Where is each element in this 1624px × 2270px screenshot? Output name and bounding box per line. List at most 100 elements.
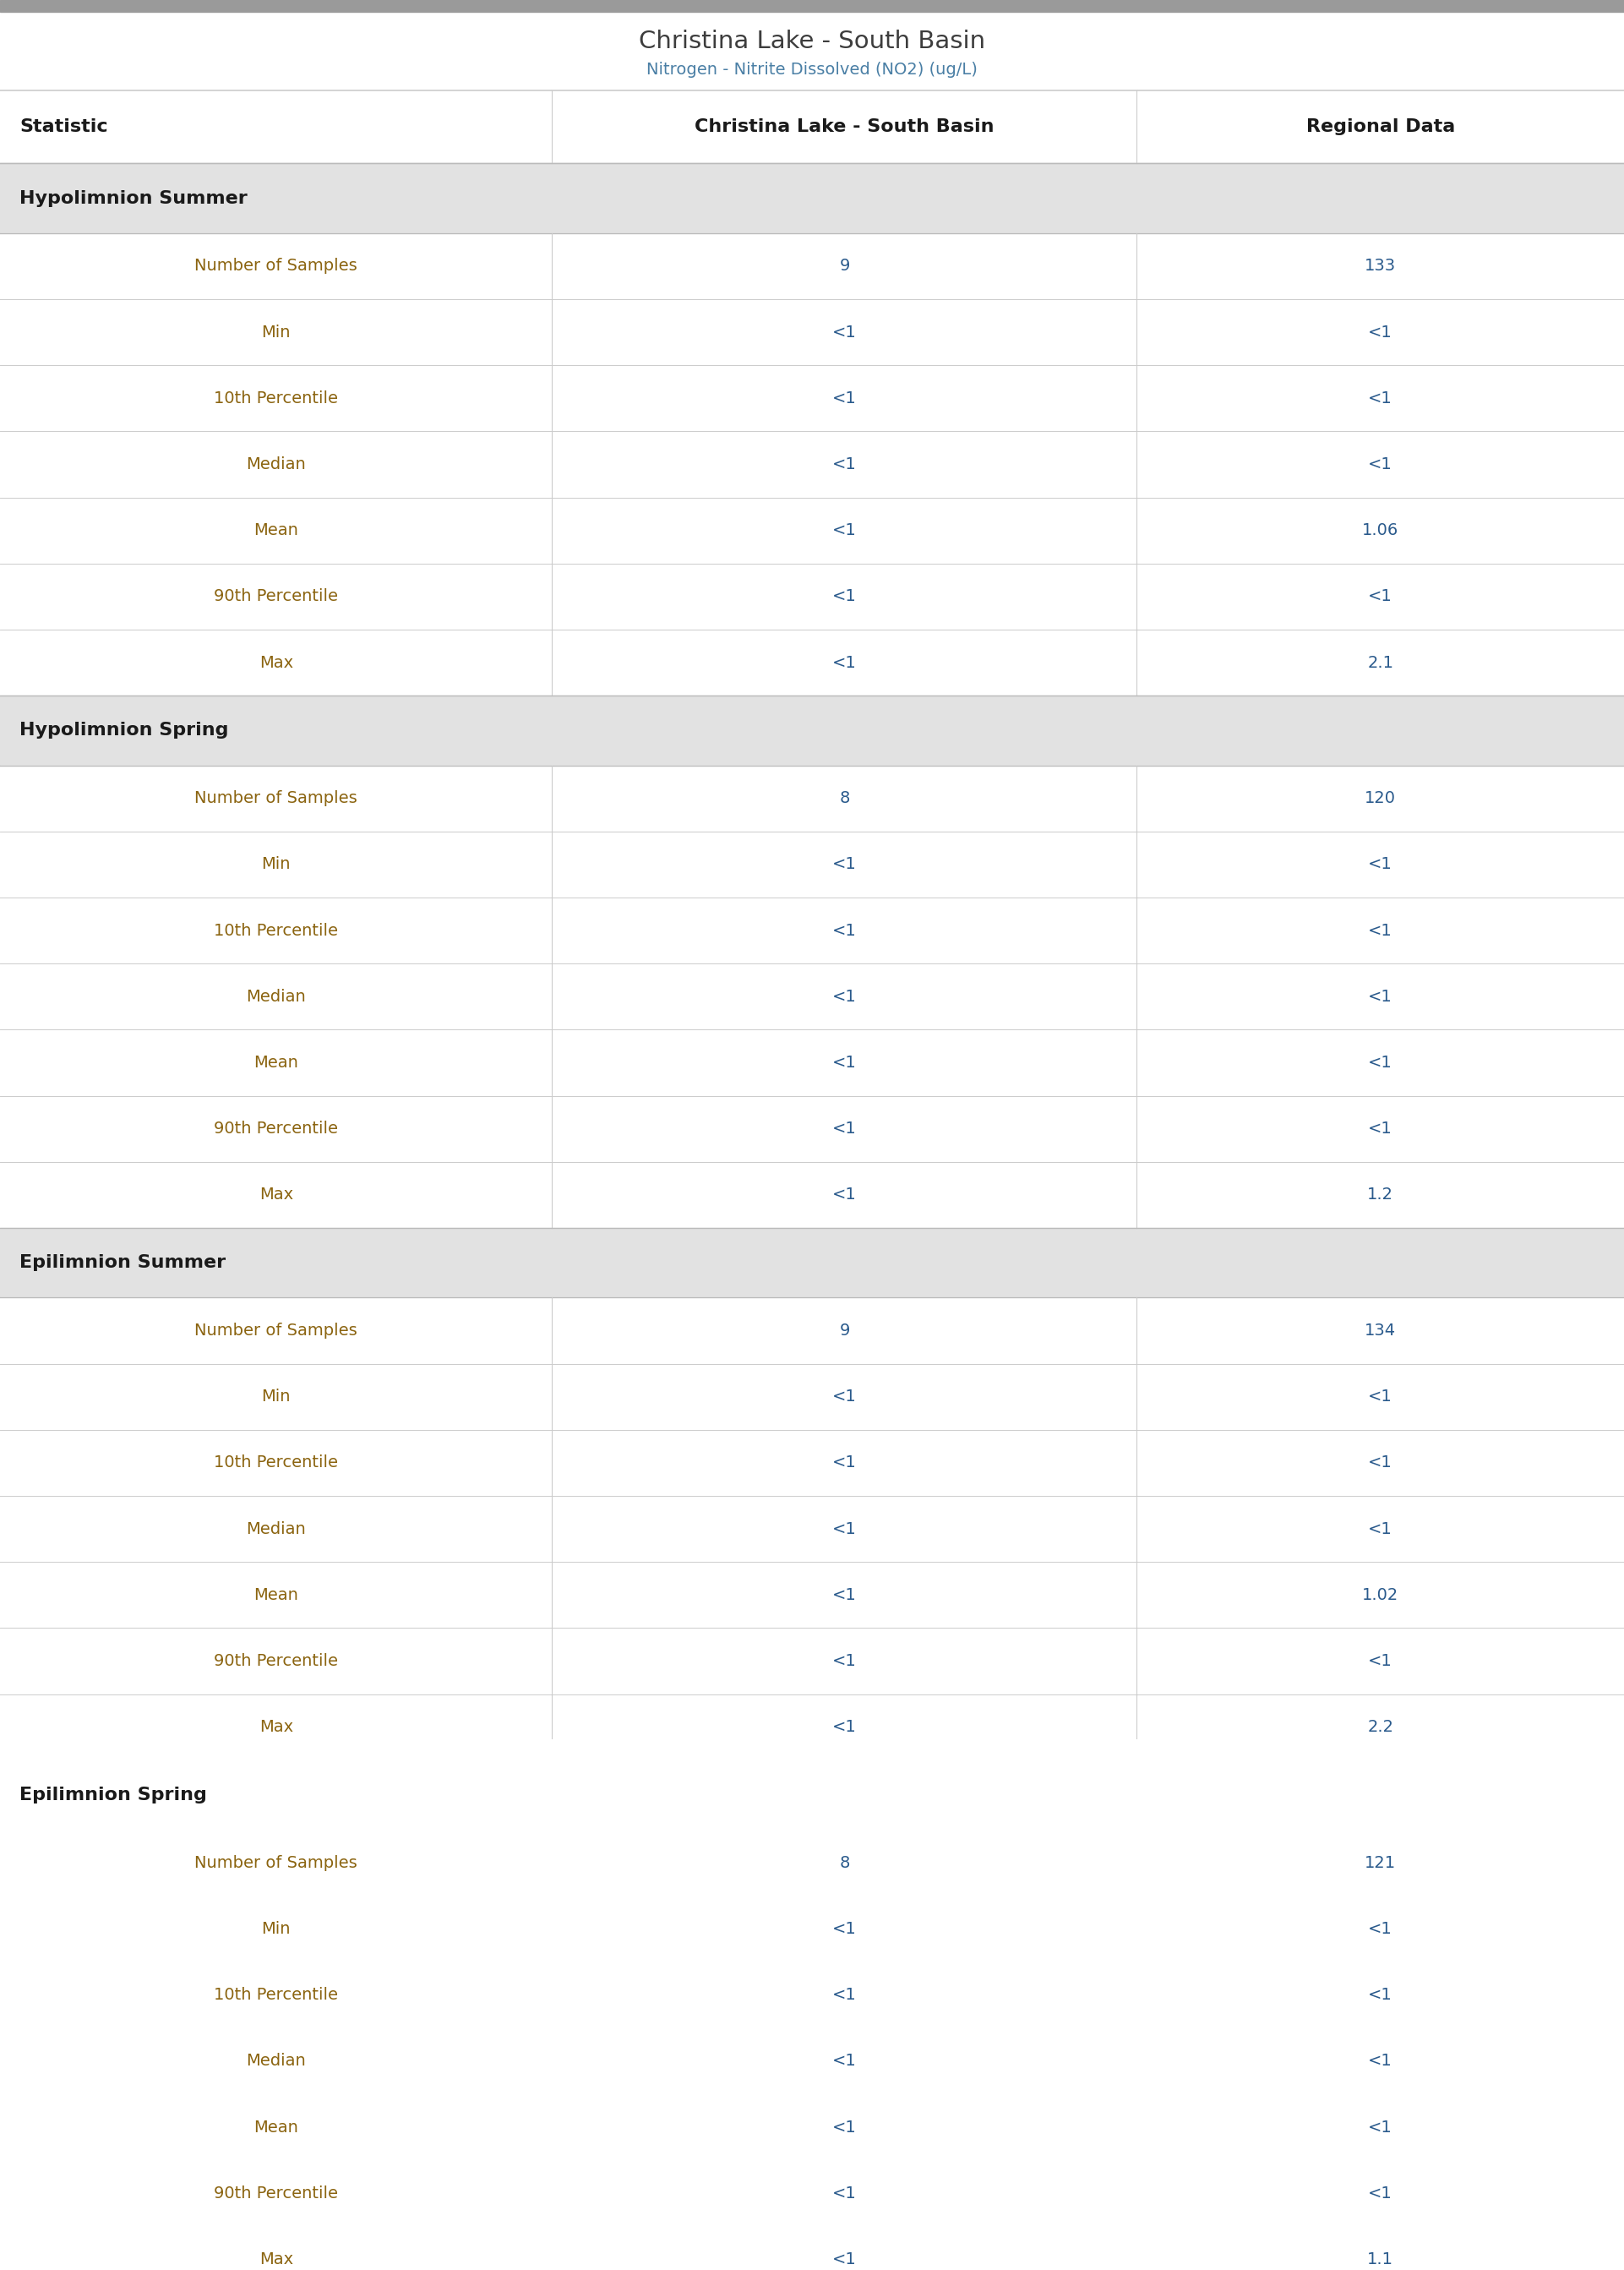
Bar bbox=[0, 1298, 1624, 1364]
Text: Max: Max bbox=[260, 2252, 292, 2268]
Text: Min: Min bbox=[261, 1920, 291, 1936]
Text: 1.1: 1.1 bbox=[1367, 2252, 1393, 2268]
Text: <1: <1 bbox=[833, 1718, 856, 1734]
Text: 10th Percentile: 10th Percentile bbox=[214, 1455, 338, 1471]
Bar bbox=[0, 2027, 1624, 2095]
Text: <1: <1 bbox=[1369, 1455, 1392, 1471]
Text: <1: <1 bbox=[833, 856, 856, 872]
Text: Epilimnion Spring: Epilimnion Spring bbox=[19, 1786, 206, 1802]
Text: <1: <1 bbox=[1369, 990, 1392, 1006]
Text: <1: <1 bbox=[1369, 1056, 1392, 1071]
Text: Max: Max bbox=[260, 1187, 292, 1203]
Text: Statistic: Statistic bbox=[19, 118, 107, 136]
Text: 9: 9 bbox=[840, 259, 849, 275]
Text: Min: Min bbox=[261, 1389, 291, 1405]
Text: <1: <1 bbox=[833, 922, 856, 938]
Text: Regional Data: Regional Data bbox=[1306, 118, 1455, 136]
Bar bbox=[0, 1096, 1624, 1162]
Text: <1: <1 bbox=[1369, 1121, 1392, 1137]
Bar bbox=[0, 234, 1624, 300]
Bar bbox=[0, 629, 1624, 695]
Text: Mean: Mean bbox=[253, 1056, 299, 1071]
Text: <1: <1 bbox=[1369, 1521, 1392, 1537]
Bar bbox=[0, 1628, 1624, 1693]
Text: 1.2: 1.2 bbox=[1367, 1187, 1393, 1203]
Text: <1: <1 bbox=[833, 2186, 856, 2202]
Bar bbox=[0, 1961, 1624, 2027]
Text: <1: <1 bbox=[833, 2052, 856, 2070]
Text: 8: 8 bbox=[840, 1855, 849, 1870]
Text: <1: <1 bbox=[833, 390, 856, 406]
Bar bbox=[0, 91, 1624, 163]
Text: <1: <1 bbox=[833, 522, 856, 538]
Bar bbox=[0, 1031, 1624, 1096]
Text: <1: <1 bbox=[1369, 456, 1392, 472]
Bar bbox=[0, 2227, 1624, 2270]
Bar bbox=[0, 2161, 1624, 2227]
Text: Epilimnion Summer: Epilimnion Summer bbox=[19, 1255, 226, 1271]
Text: <1: <1 bbox=[1369, 2120, 1392, 2136]
Text: Median: Median bbox=[247, 456, 305, 472]
Text: Min: Min bbox=[261, 856, 291, 872]
Text: <1: <1 bbox=[833, 1986, 856, 2002]
Text: <1: <1 bbox=[1369, 588, 1392, 604]
Bar bbox=[0, 300, 1624, 365]
Text: Hypolimnion Summer: Hypolimnion Summer bbox=[19, 191, 247, 207]
Bar bbox=[0, 563, 1624, 629]
Bar bbox=[0, 497, 1624, 563]
Bar bbox=[0, 1228, 1624, 1298]
Text: Median: Median bbox=[247, 1521, 305, 1537]
Text: Christina Lake - South Basin: Christina Lake - South Basin bbox=[695, 118, 994, 136]
Bar bbox=[0, 431, 1624, 497]
Bar bbox=[0, 897, 1624, 962]
Text: <1: <1 bbox=[833, 1389, 856, 1405]
Text: Number of Samples: Number of Samples bbox=[195, 259, 357, 275]
Bar bbox=[0, 2095, 1624, 2161]
Text: 10th Percentile: 10th Percentile bbox=[214, 922, 338, 938]
Text: <1: <1 bbox=[833, 1121, 856, 1137]
Text: Number of Samples: Number of Samples bbox=[195, 790, 357, 806]
Bar bbox=[0, 1364, 1624, 1430]
Text: <1: <1 bbox=[1369, 1653, 1392, 1668]
Text: <1: <1 bbox=[833, 1187, 856, 1203]
Text: 90th Percentile: 90th Percentile bbox=[214, 2186, 338, 2202]
Text: 134: 134 bbox=[1364, 1323, 1397, 1339]
Text: <1: <1 bbox=[1369, 1986, 1392, 2002]
Text: 90th Percentile: 90th Percentile bbox=[214, 1121, 338, 1137]
Text: <1: <1 bbox=[833, 2252, 856, 2268]
Text: <1: <1 bbox=[833, 1920, 856, 1936]
Text: <1: <1 bbox=[1369, 2052, 1392, 2070]
Text: <1: <1 bbox=[833, 654, 856, 670]
Text: <1: <1 bbox=[1369, 2186, 1392, 2202]
Bar bbox=[0, 695, 1624, 765]
Text: 90th Percentile: 90th Percentile bbox=[214, 1653, 338, 1668]
Text: Max: Max bbox=[260, 1718, 292, 1734]
Bar bbox=[0, 1759, 1624, 1830]
Text: <1: <1 bbox=[833, 1056, 856, 1071]
Text: <1: <1 bbox=[1369, 1389, 1392, 1405]
Text: 90th Percentile: 90th Percentile bbox=[214, 588, 338, 604]
Bar bbox=[0, 1562, 1624, 1628]
Text: 121: 121 bbox=[1364, 1855, 1397, 1870]
Text: Number of Samples: Number of Samples bbox=[195, 1323, 357, 1339]
Text: <1: <1 bbox=[833, 1455, 856, 1471]
Bar bbox=[0, 1496, 1624, 1562]
Text: Number of Samples: Number of Samples bbox=[195, 1855, 357, 1870]
Bar bbox=[0, 163, 1624, 234]
Bar bbox=[0, 831, 1624, 897]
Text: <1: <1 bbox=[1369, 390, 1392, 406]
Bar bbox=[0, 0, 1624, 11]
Text: Min: Min bbox=[261, 325, 291, 340]
Bar bbox=[0, 1162, 1624, 1228]
Bar bbox=[0, 1693, 1624, 1759]
Text: Max: Max bbox=[260, 654, 292, 670]
Text: 10th Percentile: 10th Percentile bbox=[214, 390, 338, 406]
Text: Hypolimnion Spring: Hypolimnion Spring bbox=[19, 722, 229, 740]
Text: 9: 9 bbox=[840, 1323, 849, 1339]
Text: <1: <1 bbox=[833, 1653, 856, 1668]
Text: Median: Median bbox=[247, 990, 305, 1006]
Text: Christina Lake - South Basin: Christina Lake - South Basin bbox=[638, 30, 986, 54]
Text: 10th Percentile: 10th Percentile bbox=[214, 1986, 338, 2002]
Text: 2.1: 2.1 bbox=[1367, 654, 1393, 670]
Bar bbox=[0, 1430, 1624, 1496]
